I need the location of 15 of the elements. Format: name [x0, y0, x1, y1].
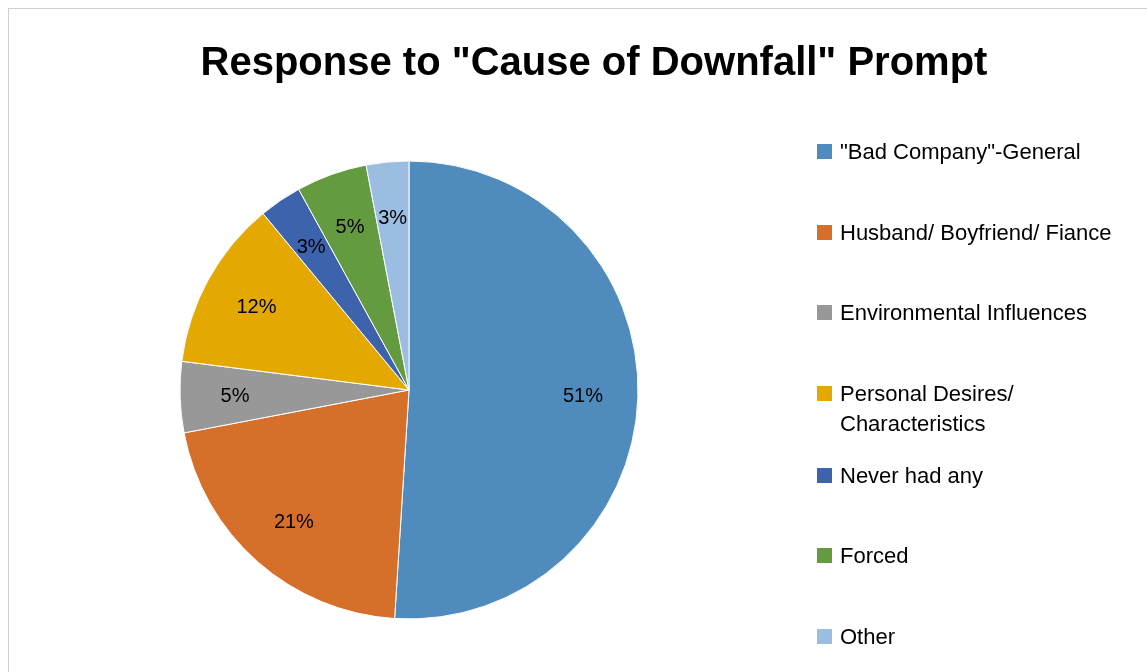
data-label: 21% [273, 509, 315, 532]
data-label: 12% [236, 295, 277, 318]
legend-label: "Bad Company"-General [840, 138, 1082, 166]
legend-label: Other [840, 622, 897, 651]
legend-label: Forced [840, 542, 910, 570]
data-label: 5% [335, 215, 365, 238]
legend-label: Environmental Influences [840, 299, 1089, 327]
legend-label: Never had any [840, 461, 985, 490]
chart-title: Response to "Cause of Downfall" Prompt [199, 39, 989, 84]
data-label: 51% [562, 384, 604, 407]
data-label: 5% [220, 384, 250, 407]
legend-label: Personal Desires/ Characteristics [840, 379, 1015, 438]
legend-label: Husband/ Boyfriend/ Fiance [840, 218, 1113, 247]
data-label: 3% [378, 205, 408, 228]
data-label: 3% [296, 235, 326, 258]
